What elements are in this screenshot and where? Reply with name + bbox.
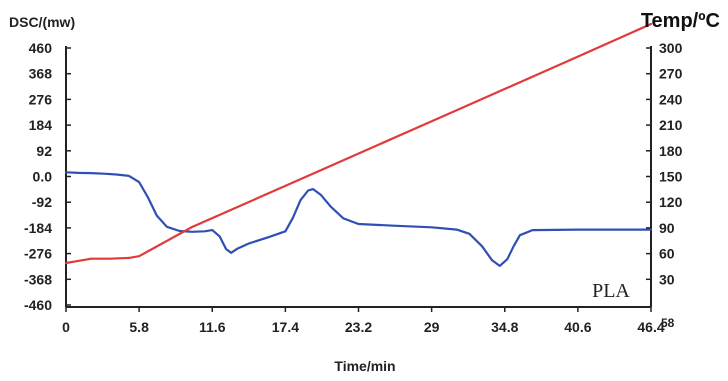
ticks-layer: 0 5.8 11.6 17.4 23.2 29 34.8 40.6 46.4 460 368 276 1… xyxy=(24,40,683,335)
y-left-tick-label: -460 xyxy=(24,297,52,313)
x-tick-label: 17.4 xyxy=(272,319,299,335)
x-tick-label: 29 xyxy=(424,319,440,335)
y-left-tick-label: -184 xyxy=(24,220,52,236)
y-right-tick-label: 180 xyxy=(659,143,683,159)
y-left-tick-label: 460 xyxy=(29,40,53,56)
y-right-tick-label: 240 xyxy=(659,91,683,107)
x-tick-label: 34.8 xyxy=(491,319,518,335)
x-tick-label: 23.2 xyxy=(345,319,372,335)
right-axis-title: Temp/ºC xyxy=(641,10,720,32)
x-tick-label: 5.8 xyxy=(129,319,149,335)
series-layer xyxy=(64,22,653,267)
y-right-tick-label: 120 xyxy=(659,194,683,210)
y-right-tick-label: 210 xyxy=(659,117,683,133)
sample-label: PLA xyxy=(592,280,630,302)
y-left-tick-label: 92 xyxy=(36,143,52,159)
y-right-tick-label: 90 xyxy=(659,220,675,236)
x-tick-label: 0 xyxy=(62,319,70,335)
y-left-tick-label: -368 xyxy=(24,271,52,287)
y-left-tick-label: 184 xyxy=(29,117,53,133)
y-left-tick-label: 276 xyxy=(29,91,53,107)
y-right-tick-label: 30 xyxy=(659,271,675,287)
y-left-tick-label: -276 xyxy=(24,246,52,262)
left-axis-title: DSC/(mw) xyxy=(9,14,75,30)
x-tick-label: 46.4 xyxy=(637,319,664,335)
temperature-line xyxy=(64,22,653,265)
x-extra-tick-label: 58 xyxy=(661,316,675,330)
y-right-tick-label: 60 xyxy=(659,246,675,262)
y-right-tick-label: 300 xyxy=(659,40,683,56)
x-axis-title: Time/min xyxy=(334,358,395,374)
y-left-tick-label: 0.0 xyxy=(33,169,53,185)
axes-layer xyxy=(65,46,652,308)
x-tick-label: 40.6 xyxy=(564,319,591,335)
x-tick-label: 11.6 xyxy=(199,319,226,335)
y-left-tick-label: 368 xyxy=(29,66,53,82)
y-left-tick-label: -92 xyxy=(32,194,52,210)
dsc-line xyxy=(64,171,653,267)
y-right-tick-label: 150 xyxy=(659,169,683,185)
y-right-tick-label: 270 xyxy=(659,66,683,82)
